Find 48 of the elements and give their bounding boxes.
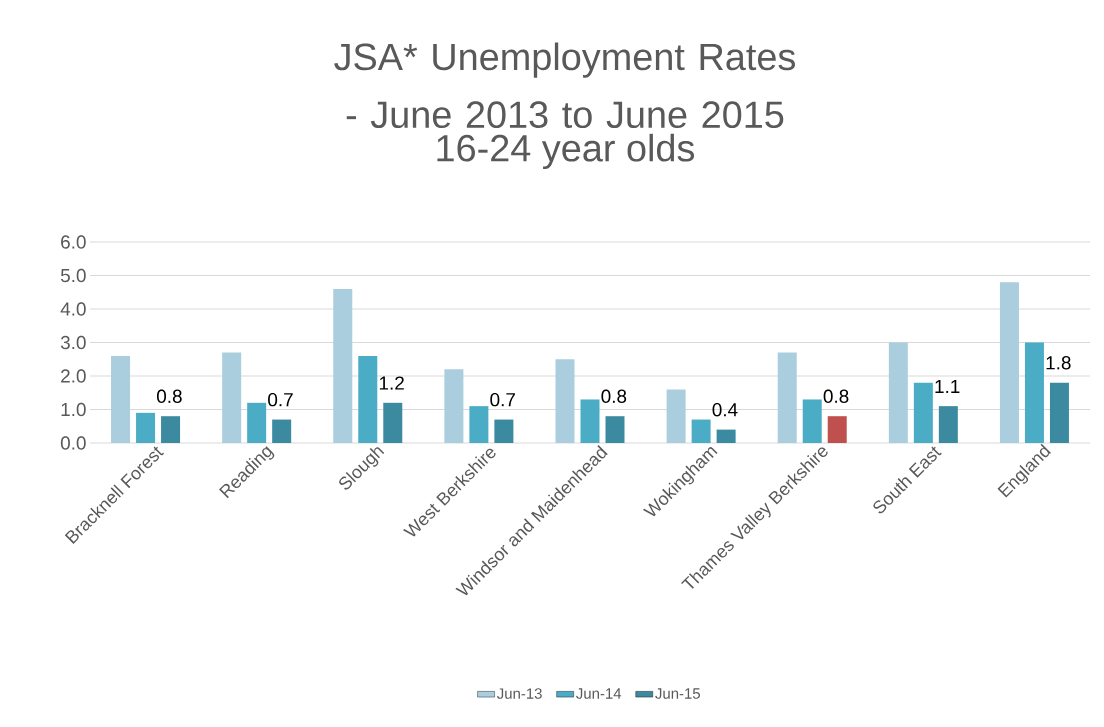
data-label: 1.2 bbox=[379, 376, 404, 390]
y-tick-label: 4.0 bbox=[60, 302, 86, 316]
bar bbox=[580, 399, 600, 443]
data-label: 1.1 bbox=[935, 379, 960, 393]
chart-title: JSA* Unemployment Rates - June 2013 to June 2015 bbox=[334, 42, 795, 129]
bar bbox=[827, 416, 847, 443]
bar bbox=[605, 416, 625, 443]
y-tick-label: 5.0 bbox=[60, 268, 86, 283]
bar bbox=[358, 355, 378, 443]
y-tick-label: 2.0 bbox=[61, 369, 86, 383]
bar bbox=[469, 406, 489, 443]
bar bbox=[1024, 342, 1044, 443]
bar bbox=[272, 419, 292, 443]
bar bbox=[136, 412, 156, 443]
data-label: 0.8 bbox=[156, 389, 182, 404]
data-label: 1.8 bbox=[1046, 356, 1071, 370]
data-label: 0.8 bbox=[601, 389, 627, 404]
chart-subtitle: 16-24 year olds bbox=[437, 133, 695, 170]
bar bbox=[716, 429, 736, 443]
bar bbox=[247, 402, 267, 443]
bar bbox=[333, 288, 353, 443]
bar bbox=[494, 419, 514, 443]
legend-label: Jun-13 bbox=[497, 688, 542, 699]
bar bbox=[999, 282, 1019, 443]
bar bbox=[913, 382, 933, 443]
data-label: 0.4 bbox=[712, 403, 738, 417]
data-label: 0.7 bbox=[268, 392, 293, 407]
legend-label: Jun-15 bbox=[655, 688, 700, 699]
data-label: 0.8 bbox=[823, 389, 849, 404]
y-tick-label: 6.0 bbox=[61, 235, 86, 249]
data-label: 0.7 bbox=[490, 392, 515, 407]
bar bbox=[111, 355, 131, 443]
y-tick-label: 0.0 bbox=[60, 436, 86, 450]
bar bbox=[888, 342, 908, 443]
bar bbox=[802, 399, 822, 443]
bar bbox=[222, 352, 242, 443]
y-tick-label: 3.0 bbox=[60, 335, 86, 350]
bar bbox=[938, 406, 958, 443]
legend-label: Jun-14 bbox=[576, 688, 622, 699]
bar bbox=[161, 416, 181, 443]
bar bbox=[666, 389, 686, 443]
bar bbox=[691, 419, 711, 443]
bar bbox=[383, 402, 403, 443]
bar bbox=[1049, 382, 1069, 443]
bar bbox=[555, 359, 575, 443]
y-tick-label: 1.0 bbox=[61, 402, 86, 417]
bar bbox=[777, 352, 797, 443]
bar bbox=[444, 369, 464, 443]
